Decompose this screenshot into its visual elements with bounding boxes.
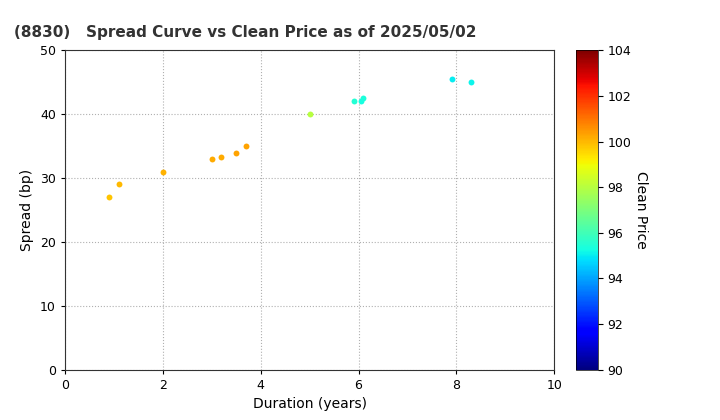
Point bbox=[157, 168, 168, 175]
Point bbox=[355, 98, 366, 105]
Point bbox=[348, 98, 359, 105]
Point bbox=[230, 149, 242, 156]
Point bbox=[113, 181, 125, 188]
Point bbox=[216, 154, 228, 160]
Point bbox=[465, 79, 477, 86]
Point bbox=[206, 155, 217, 162]
Text: (8830)   Spread Curve vs Clean Price as of 2025/05/02: (8830) Spread Curve vs Clean Price as of… bbox=[14, 25, 477, 40]
Point bbox=[103, 194, 114, 201]
Point bbox=[358, 95, 369, 102]
Point bbox=[240, 143, 252, 150]
X-axis label: Duration (years): Duration (years) bbox=[253, 397, 366, 411]
Y-axis label: Clean Price: Clean Price bbox=[634, 171, 648, 249]
Point bbox=[304, 111, 315, 118]
Point bbox=[446, 76, 457, 82]
Y-axis label: Spread (bp): Spread (bp) bbox=[20, 169, 35, 251]
